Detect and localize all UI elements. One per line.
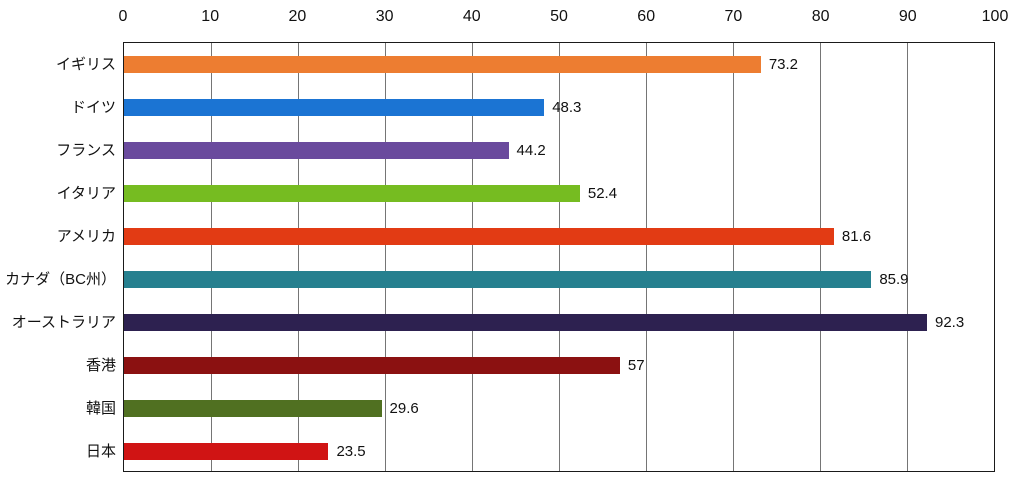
bar-1 bbox=[124, 99, 545, 116]
x-axis-tick-label: 40 bbox=[462, 8, 481, 25]
gridline bbox=[472, 43, 473, 471]
bar-value-label: 23.5 bbox=[336, 443, 366, 460]
y-axis-category-label: 香港 bbox=[85, 357, 116, 374]
y-axis-category-label: カナダ（BC州） bbox=[5, 271, 116, 288]
bar-5 bbox=[124, 271, 872, 288]
y-axis-category-label: フランス bbox=[56, 142, 116, 159]
x-axis-tick-label: 20 bbox=[288, 8, 307, 25]
y-axis-category-label: アメリカ bbox=[56, 228, 116, 245]
bar-value-label: 52.4 bbox=[587, 185, 618, 202]
plot-area: 73.2 48.3 44.2 52.4 81.6 85.9 92.3 57 29.6 23.5 bbox=[123, 42, 995, 472]
bar-9 bbox=[124, 443, 329, 460]
bar-8 bbox=[124, 400, 382, 417]
y-axis-category-label: イギリス bbox=[55, 56, 116, 73]
x-axis-tick-label: 100 bbox=[981, 8, 1009, 25]
bar-value-label: 73.2 bbox=[768, 56, 799, 73]
x-axis-tick-label: 80 bbox=[811, 8, 830, 25]
bar-6 bbox=[124, 314, 927, 331]
bar-value-label: 92.3 bbox=[935, 314, 965, 331]
gridline bbox=[211, 43, 212, 471]
x-axis-tick-label: 90 bbox=[898, 8, 917, 25]
bar-value-label: 44.2 bbox=[516, 142, 546, 159]
gridline bbox=[733, 43, 734, 471]
bar-3 bbox=[124, 185, 580, 202]
x-axis-tick-label: 10 bbox=[201, 8, 220, 25]
bar-value-label: 29.6 bbox=[389, 400, 419, 417]
bar-value-label: 48.3 bbox=[552, 99, 582, 116]
gridline bbox=[298, 43, 299, 471]
bar-7 bbox=[124, 357, 620, 374]
y-axis-category-label: 日本 bbox=[85, 443, 116, 460]
y-axis-category-label: 韓国 bbox=[85, 400, 116, 417]
x-axis-tick-label: 30 bbox=[375, 8, 394, 25]
bar-value-label: 81.6 bbox=[841, 228, 872, 245]
gridline bbox=[907, 43, 908, 471]
x-axis-tick-label: 60 bbox=[637, 8, 656, 25]
bar-0 bbox=[124, 56, 761, 73]
bar-value-label: 57 bbox=[627, 357, 645, 374]
y-axis-category-label: ドイツ bbox=[70, 99, 116, 116]
x-axis-tick-label: 70 bbox=[724, 8, 743, 25]
gridline bbox=[646, 43, 647, 471]
gridline bbox=[385, 43, 386, 471]
gridline bbox=[820, 43, 821, 471]
y-axis-category-label: オーストラリア bbox=[11, 314, 116, 331]
y-axis-category-label: イタリア bbox=[56, 185, 116, 202]
bar-4 bbox=[124, 228, 834, 245]
x-axis-tick-label: 50 bbox=[550, 8, 568, 25]
gridline bbox=[559, 43, 560, 471]
bar-2 bbox=[124, 142, 509, 159]
x-axis-tick-label: 0 bbox=[118, 8, 128, 25]
bar-value-label: 85.9 bbox=[879, 271, 909, 288]
